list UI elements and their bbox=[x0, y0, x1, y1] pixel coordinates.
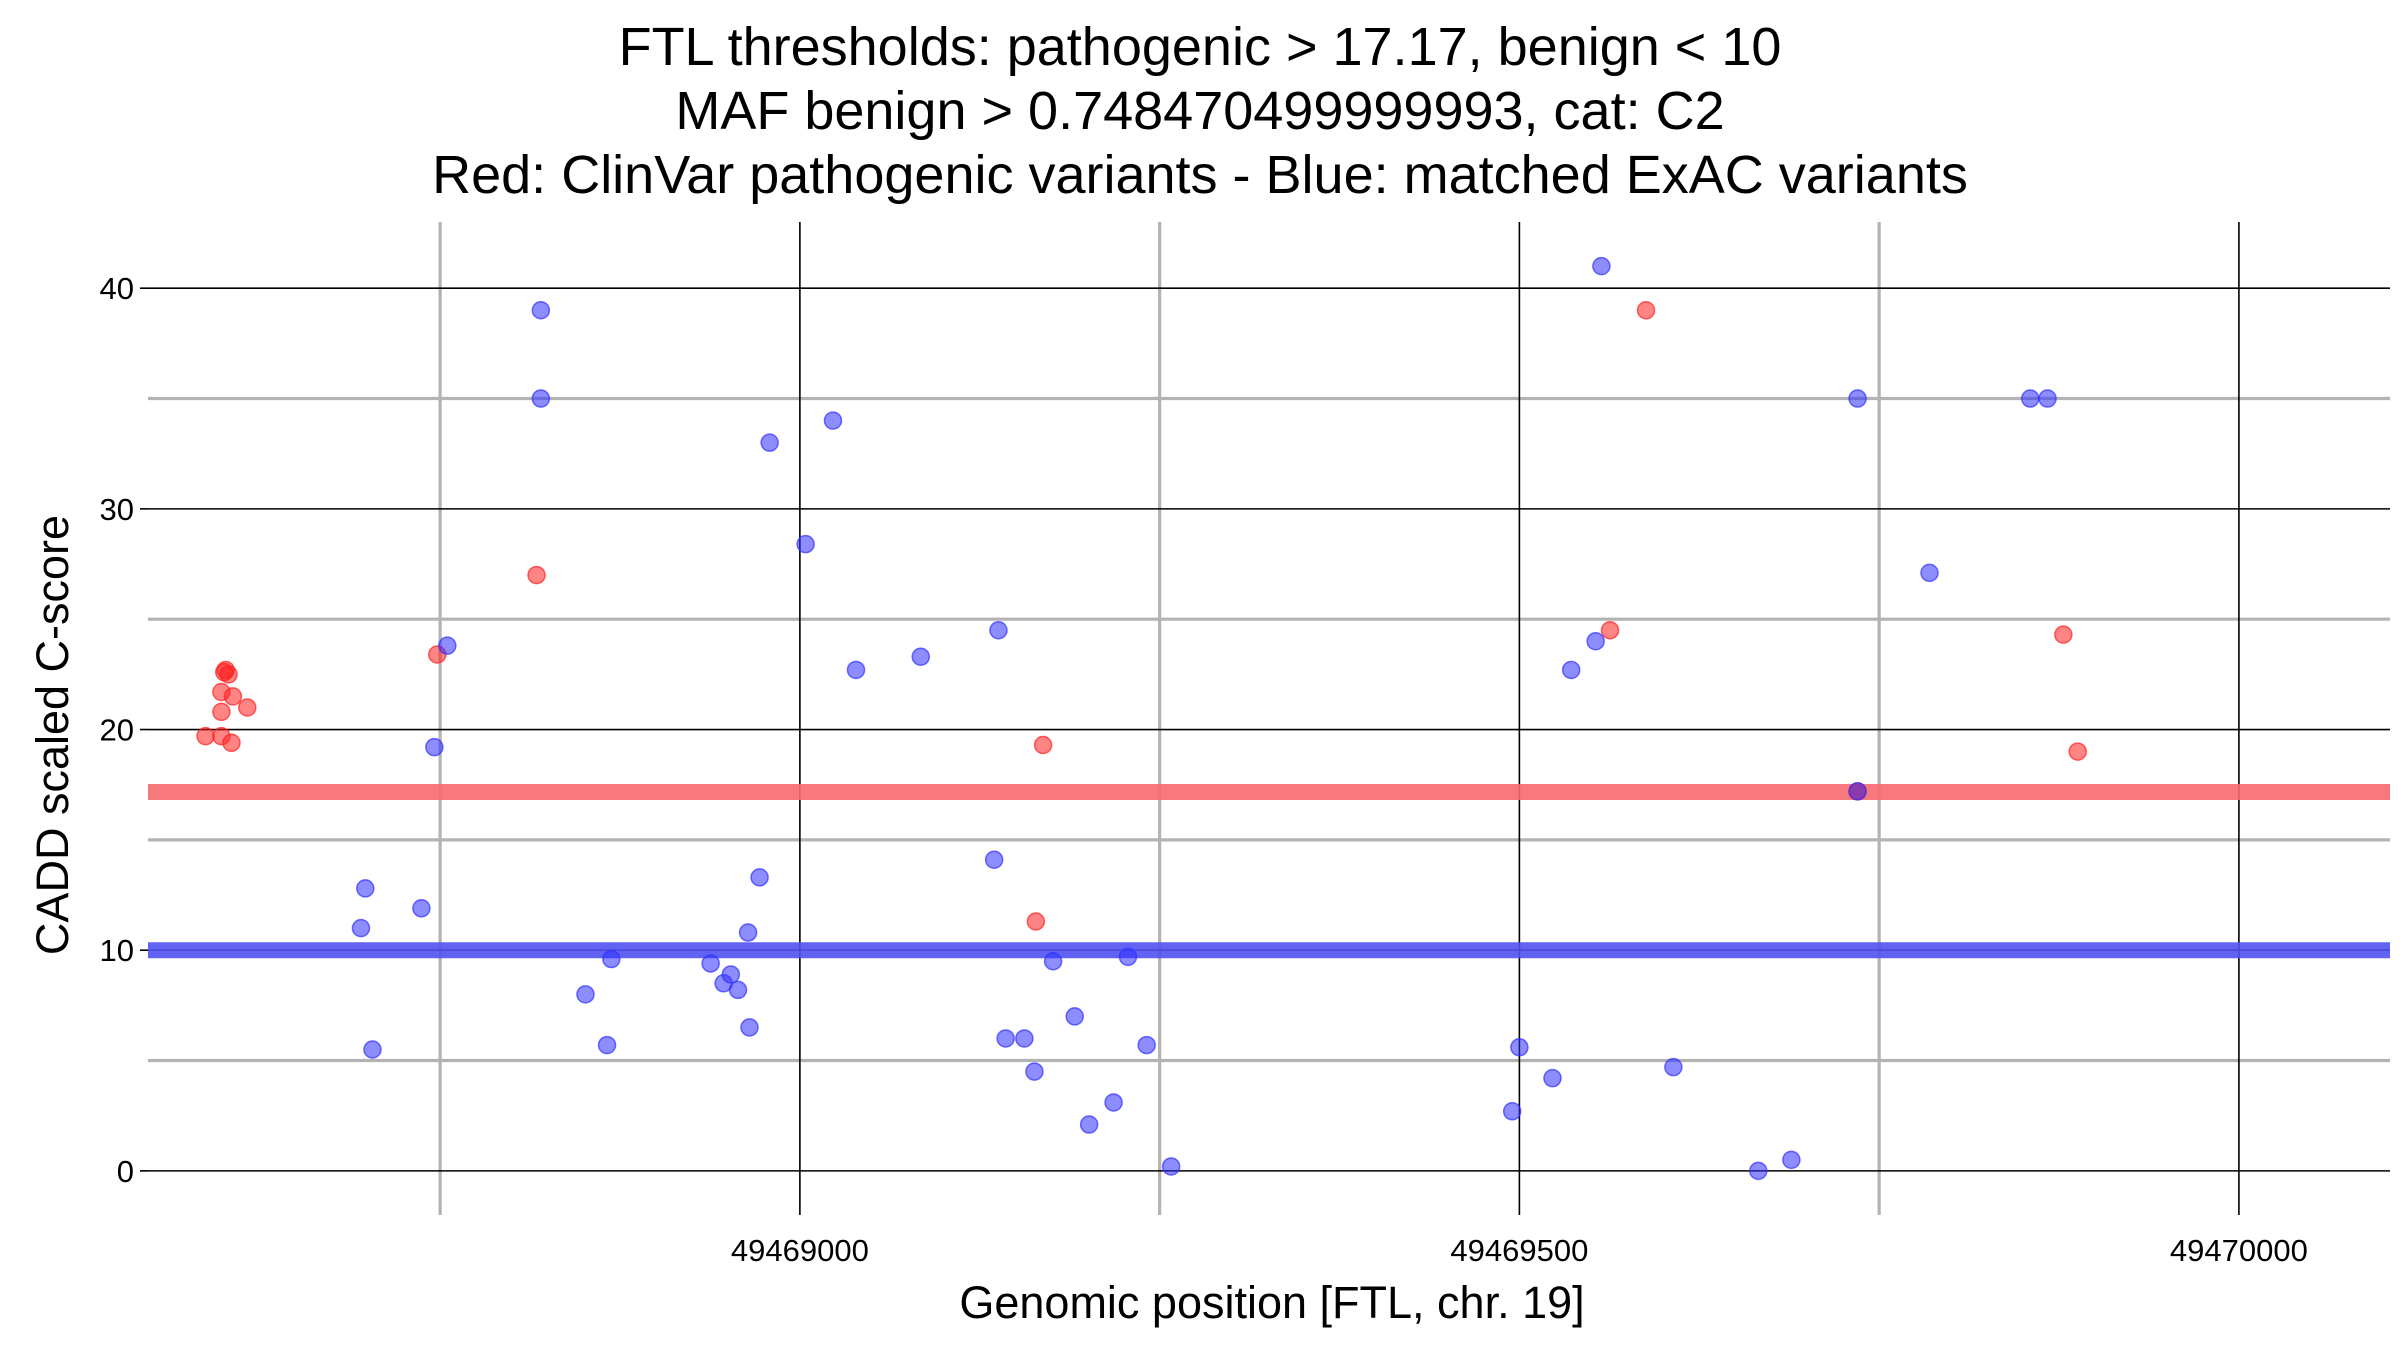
exac-point-7 bbox=[531, 389, 551, 408]
clinvar-point-12 bbox=[1026, 912, 1046, 931]
exac-point-32 bbox=[1118, 947, 1138, 967]
exac-point-36 bbox=[1510, 1038, 1529, 1057]
clinvar-point-13 bbox=[1033, 735, 1053, 755]
clinvar-point-7 bbox=[222, 733, 241, 753]
exac-point-19 bbox=[796, 534, 815, 554]
exac-point-28 bbox=[1043, 951, 1063, 971]
exac-point-18 bbox=[760, 433, 779, 452]
exac-point-34 bbox=[1161, 1157, 1181, 1176]
clinvar-point-15 bbox=[1636, 301, 1656, 320]
chart-title-line-1: FTL thresholds: pathogenic > 17.17, beni… bbox=[618, 17, 1782, 77]
exac-point-29 bbox=[1065, 1007, 1084, 1026]
exac-point-5 bbox=[438, 636, 457, 655]
clinvar-point-14 bbox=[1600, 620, 1620, 640]
exac-point-46 bbox=[2020, 389, 2040, 408]
x-tick-label-2: 49470000 bbox=[2170, 1233, 2308, 1268]
clinvar-point-6 bbox=[219, 665, 238, 684]
clinvar-point-17 bbox=[2068, 742, 2087, 761]
exac-point-22 bbox=[911, 647, 931, 666]
exac-point-40 bbox=[1592, 256, 1611, 276]
y-tick-label-2: 20 bbox=[100, 713, 134, 748]
exac-point-37 bbox=[1543, 1068, 1562, 1088]
exac-point-21 bbox=[846, 660, 866, 680]
clinvar-point-2 bbox=[212, 702, 231, 722]
exac-point-8 bbox=[576, 985, 595, 1004]
exac-point-13 bbox=[721, 965, 741, 984]
exac-point-31 bbox=[1104, 1093, 1123, 1112]
exac-point-0 bbox=[351, 918, 371, 938]
exac-point-1 bbox=[356, 879, 375, 898]
exac-point-43 bbox=[1782, 1150, 1801, 1170]
exac-point-6 bbox=[531, 301, 551, 320]
clinvar-point-8 bbox=[223, 687, 243, 706]
exac-point-9 bbox=[597, 1035, 617, 1055]
exac-point-16 bbox=[740, 1018, 759, 1037]
threshold-layer bbox=[148, 783, 2390, 959]
exac-point-25 bbox=[996, 1029, 1015, 1048]
exac-point-47 bbox=[2038, 389, 2057, 408]
clinvar-point-16 bbox=[2054, 625, 2073, 644]
exac-point-24 bbox=[989, 620, 1008, 640]
exac-point-41 bbox=[1664, 1057, 1683, 1077]
clinvar-point-9 bbox=[238, 698, 257, 717]
chart-title-line-3: Red: ClinVar pathogenic variants - Blue:… bbox=[432, 145, 1968, 205]
x-tick-label-0: 49469000 bbox=[731, 1233, 869, 1268]
exac-point-44 bbox=[1848, 389, 1867, 408]
exac-point-45 bbox=[1920, 563, 1939, 583]
exac-point-23 bbox=[984, 850, 1004, 869]
exac-point-39 bbox=[1586, 632, 1605, 651]
clinvar-point-0 bbox=[196, 726, 215, 746]
y-axis-label: CADD scaled C-score bbox=[27, 515, 78, 955]
clinvar-point-11 bbox=[527, 565, 546, 585]
chart-title-line-2: MAF benign > 0.748470499999993, cat: C2 bbox=[675, 81, 1725, 141]
y-tick-label-1: 10 bbox=[100, 933, 134, 968]
exac-point-20 bbox=[823, 411, 843, 430]
exac-point-10 bbox=[602, 949, 621, 969]
exac-point-15 bbox=[738, 923, 758, 942]
exac-point-42 bbox=[1749, 1161, 1768, 1181]
exac-point-38 bbox=[1561, 660, 1581, 680]
exac-point-4 bbox=[425, 737, 444, 757]
exac-point-3 bbox=[412, 899, 431, 918]
y-tick-label-3: 30 bbox=[100, 492, 134, 527]
exac-point-17 bbox=[750, 868, 769, 887]
exac-point-48 bbox=[1848, 782, 1867, 801]
exac-point-26 bbox=[1015, 1029, 1034, 1048]
tick-layer: 0 10 20 30 40 49469000 49469500 49470000 bbox=[100, 271, 2308, 1268]
y-tick-label-0: 0 bbox=[117, 1154, 134, 1189]
exac-point-27 bbox=[1025, 1062, 1044, 1081]
y-tick-label-4: 40 bbox=[100, 271, 134, 306]
x-axis-label: Genomic position [FTL, chr. 19] bbox=[959, 1277, 1584, 1328]
exac-point-35 bbox=[1502, 1102, 1522, 1121]
exac-point-2 bbox=[363, 1040, 382, 1059]
exac-point-14 bbox=[728, 980, 748, 1000]
points-layer bbox=[196, 256, 2087, 1181]
exac-point-33 bbox=[1137, 1035, 1156, 1055]
exac-point-30 bbox=[1079, 1115, 1099, 1134]
grid-layer bbox=[148, 222, 2390, 1215]
exac-point-11 bbox=[701, 954, 720, 973]
x-tick-label-1: 49469500 bbox=[1450, 1233, 1588, 1268]
